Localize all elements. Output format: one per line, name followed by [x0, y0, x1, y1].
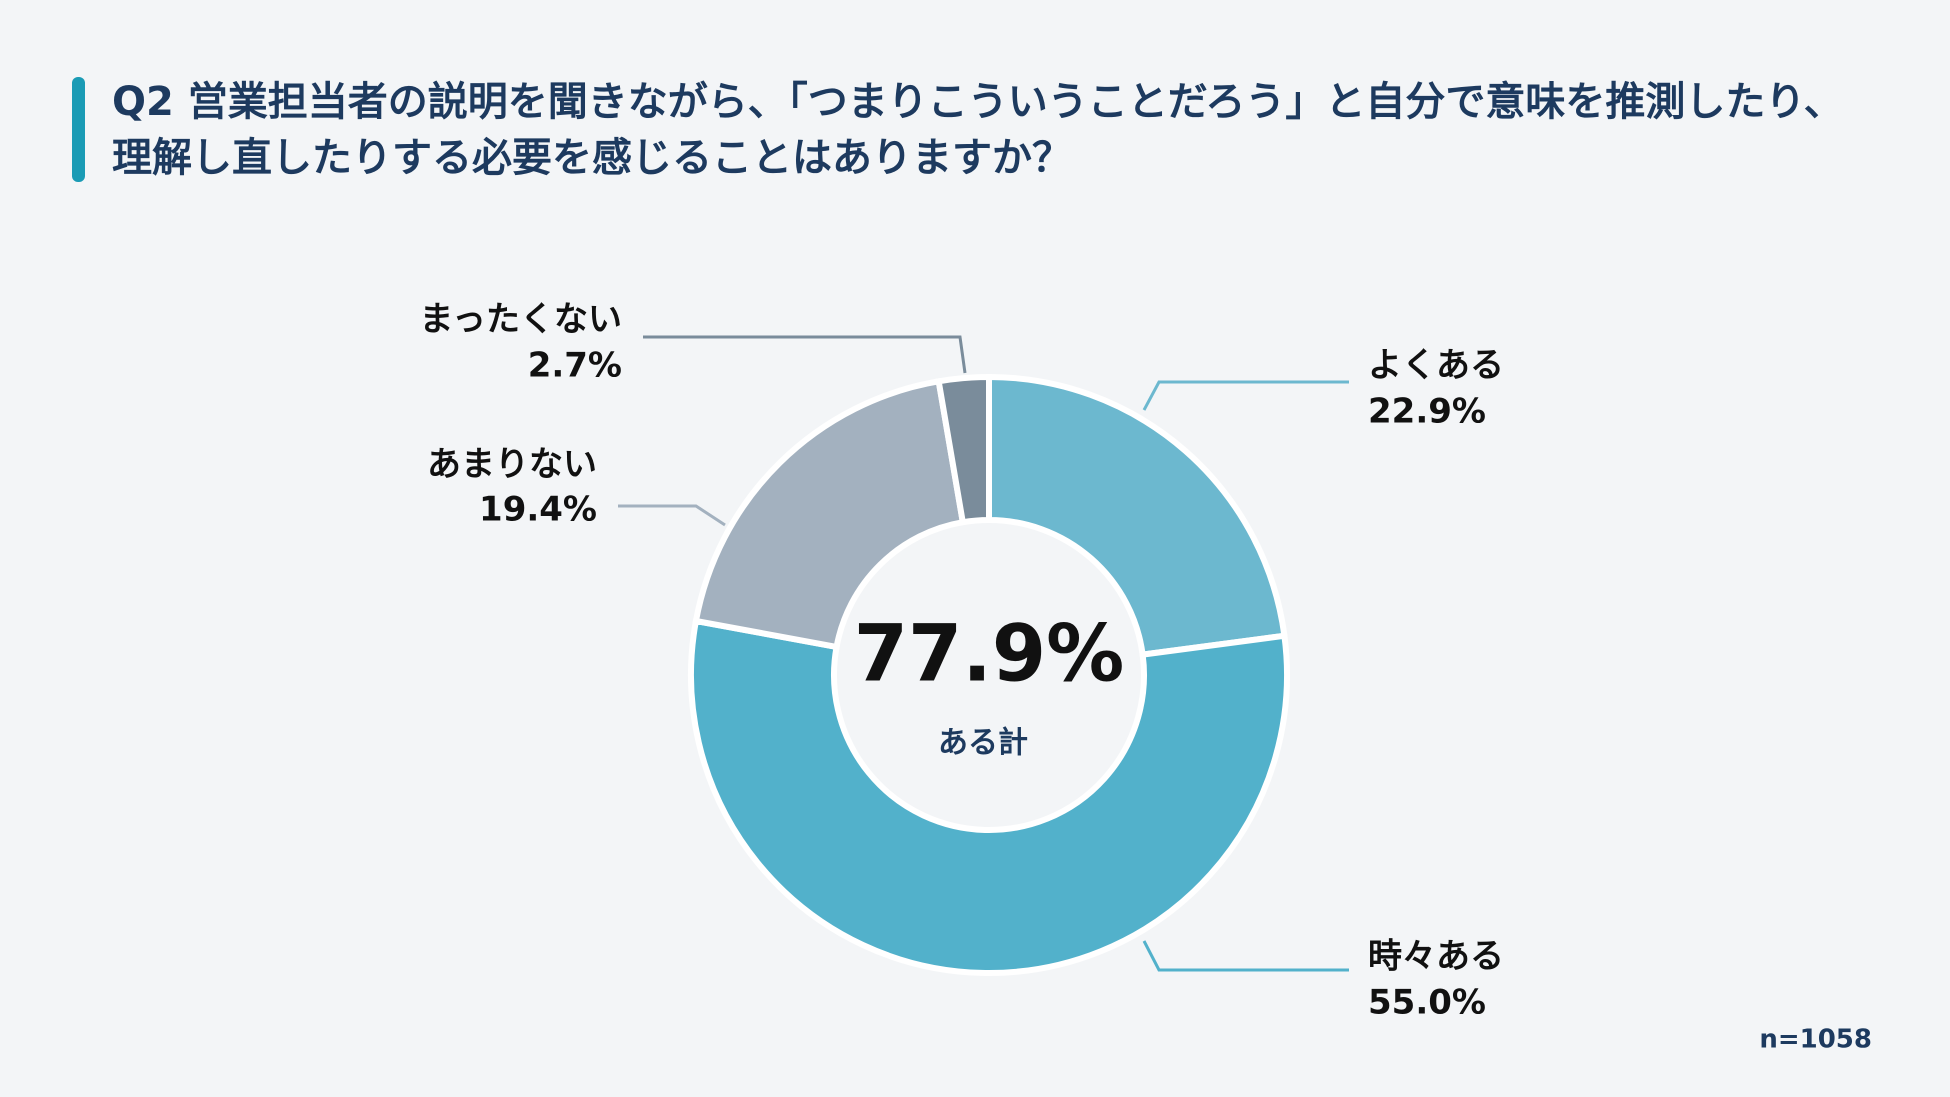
total-caption: ある計 — [938, 726, 1028, 761]
value-label: 55.0% — [1368, 983, 1486, 1023]
value-label: 19.4% — [479, 490, 597, 530]
donut-slice — [688, 617, 1290, 976]
leader-line — [1142, 940, 1349, 972]
leader-line — [1142, 380, 1349, 411]
sample-note: n=1058 — [1759, 1025, 1872, 1055]
leader-line — [618, 504, 726, 527]
chart-title: Q2 営業担当者の説明を聞きながら、「つまりこういうことだろう」と自分で意味を推… — [112, 79, 1844, 181]
category-label: 時々ある — [1368, 937, 1504, 977]
category-label: あまりない — [427, 445, 597, 485]
leader-line — [643, 335, 967, 374]
donut-slice — [692, 377, 967, 651]
donut-slice — [935, 373, 992, 526]
value-label: 2.7% — [528, 346, 622, 386]
category-label: よくある — [1368, 346, 1504, 386]
title-accent — [72, 77, 85, 182]
category-label: まったくない — [419, 300, 622, 340]
donut-slice — [986, 373, 1288, 658]
value-label: 22.9% — [1368, 392, 1486, 432]
total-label: 77.9% — [854, 609, 1125, 699]
